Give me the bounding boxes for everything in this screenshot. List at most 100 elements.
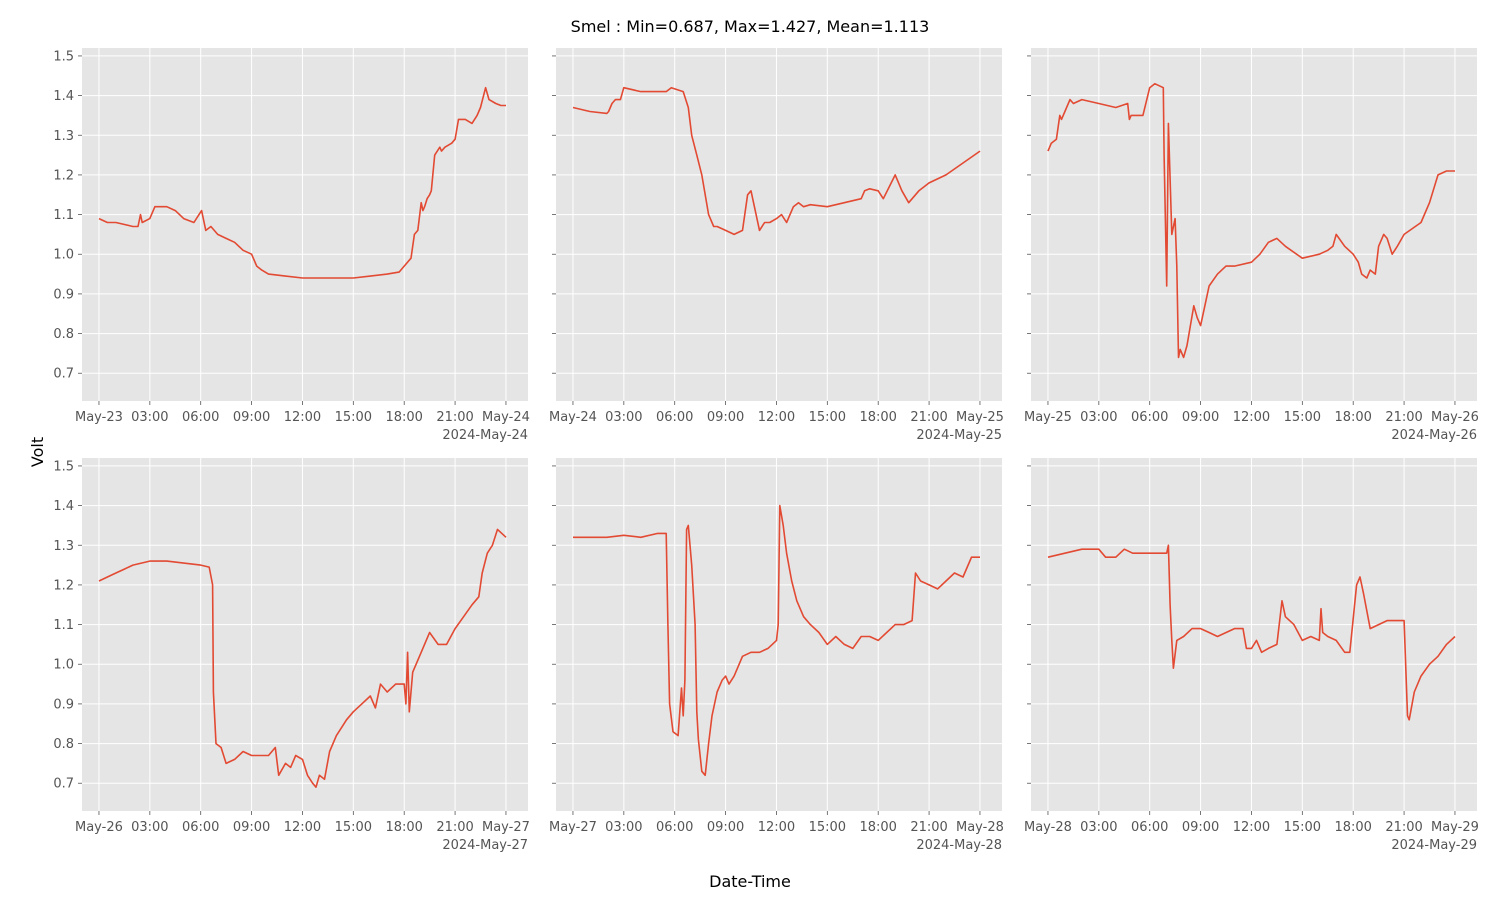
x-tick-label: May-28: [956, 820, 1004, 835]
x-tick-label: May-28: [1024, 820, 1072, 835]
x-offset-label: 2024-May-27: [442, 838, 528, 853]
x-tick-label: 18:00: [385, 410, 422, 425]
y-tick-label: 1.2: [53, 578, 74, 593]
x-tick-label: 03:00: [131, 410, 168, 425]
panel-background: [82, 48, 528, 401]
x-tick-label: 15:00: [335, 820, 372, 835]
figure-title: Smel : Min=0.687, Max=1.427, Mean=1.113: [571, 17, 930, 36]
x-tick-label: 06:00: [1131, 410, 1168, 425]
x-tick-label: 12:00: [284, 820, 321, 835]
x-tick-label: 06:00: [182, 820, 219, 835]
x-tick-label: 21:00: [910, 820, 947, 835]
y-tick-label: 0.8: [53, 327, 74, 342]
x-offset-label: 2024-May-26: [1391, 428, 1477, 443]
x-tick-label: 03:00: [605, 410, 642, 425]
y-tick-label: 1.1: [53, 618, 74, 633]
y-tick-label: 1.3: [53, 539, 74, 554]
x-tick-label: 18:00: [1334, 410, 1371, 425]
x-tick-label: 06:00: [656, 410, 693, 425]
y-tick-label: 1.4: [53, 499, 74, 514]
y-tick-label: 1.0: [53, 658, 74, 673]
x-tick-label: May-27: [549, 820, 597, 835]
y-tick-label: 0.9: [53, 287, 74, 302]
y-tick-label: 1.1: [53, 208, 74, 223]
x-offset-label: 2024-May-24: [442, 428, 528, 443]
x-tick-label: May-23: [75, 410, 123, 425]
x-tick-label: 06:00: [656, 820, 693, 835]
x-offset-label: 2024-May-29: [1391, 838, 1477, 853]
y-tick-label: 1.0: [53, 248, 74, 263]
x-tick-label: May-25: [956, 410, 1004, 425]
x-tick-label: 09:00: [707, 820, 744, 835]
x-tick-label: 21:00: [436, 820, 473, 835]
x-axis-label: Date-Time: [709, 872, 791, 891]
series-line: [1047, 82, 1455, 359]
x-tick-label: 18:00: [1334, 820, 1371, 835]
y-tick-label: 0.7: [53, 367, 74, 382]
panel-background: [1031, 458, 1477, 811]
x-tick-label: May-27: [482, 820, 530, 835]
x-tick-label: 03:00: [605, 820, 642, 835]
x-tick-label: May-24: [549, 410, 597, 425]
x-tick-label: 21:00: [1385, 820, 1422, 835]
x-tick-label: 12:00: [1233, 410, 1270, 425]
x-tick-label: 06:00: [182, 410, 219, 425]
panel-1: 0.7 0.8 0.9 1.0 1.1 1.2 1.3 1.4 1.5 May-23 03:00 06…: [53, 48, 530, 443]
x-tick-label: 15:00: [809, 820, 846, 835]
x-tick-label: 15:00: [1284, 820, 1321, 835]
x-tick-label: 21:00: [910, 410, 947, 425]
x-tick-label: 18:00: [385, 820, 422, 835]
x-tick-label: 12:00: [284, 410, 321, 425]
y-tick-label: 1.2: [53, 168, 74, 183]
panel-4: 0.7 0.8 0.9 1.0 1.1 1.2 1.3 1.4 1.5 May-26 03:00 06…: [53, 458, 530, 853]
x-tick-label: May-26: [1431, 410, 1479, 425]
x-tick-label: 12:00: [758, 820, 795, 835]
panel-background: [1031, 48, 1477, 401]
x-tick-label: 03:00: [131, 820, 168, 835]
y-tick-label: 0.8: [53, 737, 74, 752]
panel-background: [82, 458, 528, 811]
y-axis-label: Volt: [28, 437, 47, 467]
x-tick-label: 15:00: [809, 410, 846, 425]
panel-5: May-27 03:00 06:00 09:00 12:00 15:00 18:00 21:0…: [549, 458, 1004, 853]
x-tick-label: 18:00: [859, 410, 896, 425]
x-tick-label: 03:00: [1080, 820, 1117, 835]
panel-6: May-28 03:00 06:00 09:00 12:00 15:00 18:00 21:0…: [1024, 458, 1479, 853]
y-tick-label: 0.9: [53, 697, 74, 712]
x-tick-label: 09:00: [233, 410, 270, 425]
series-line: [98, 86, 506, 279]
x-tick-label: 21:00: [436, 410, 473, 425]
x-tick-label: 09:00: [1182, 410, 1219, 425]
x-offset-label: 2024-May-28: [916, 838, 1002, 853]
x-tick-label: 03:00: [1080, 410, 1117, 425]
x-offset-label: 2024-May-25: [916, 428, 1002, 443]
panel-3: May-25 03:00 06:00 09:00 12:00 15:00 18:00 21:0…: [1024, 48, 1479, 443]
x-tick-label: 15:00: [1284, 410, 1321, 425]
y-tick-label: 1.5: [53, 49, 74, 64]
x-tick-label: 06:00: [1131, 820, 1168, 835]
y-tick-label: 0.7: [53, 777, 74, 792]
panels-group: 0.7 0.8 0.9 1.0 1.1 1.2 1.3 1.4 1.5 May-23 03:00 06…: [53, 48, 1479, 853]
panel-2: May-24 03:00 06:00 09:00 12:00 15:00 18:00 21:0…: [549, 48, 1004, 443]
x-tick-label: 09:00: [1182, 820, 1219, 835]
y-tick-label: 1.4: [53, 89, 74, 104]
x-tick-label: May-29: [1431, 820, 1479, 835]
y-tick-label: 1.5: [53, 459, 74, 474]
x-tick-label: 21:00: [1385, 410, 1422, 425]
x-tick-label: May-26: [75, 820, 123, 835]
series-line: [572, 86, 981, 236]
y-tick-label: 1.3: [53, 129, 74, 144]
x-tick-label: 12:00: [758, 410, 795, 425]
x-tick-label: 15:00: [335, 410, 372, 425]
x-tick-label: May-25: [1024, 410, 1072, 425]
panel-background: [556, 48, 1002, 401]
series-line: [98, 528, 507, 788]
series-line: [1047, 544, 1456, 721]
series-line: [573, 504, 980, 777]
x-tick-label: 09:00: [233, 820, 270, 835]
x-tick-label: 18:00: [859, 820, 896, 835]
x-tick-label: 12:00: [1233, 820, 1270, 835]
x-tick-label: 09:00: [707, 410, 744, 425]
x-tick-label: May-24: [482, 410, 530, 425]
